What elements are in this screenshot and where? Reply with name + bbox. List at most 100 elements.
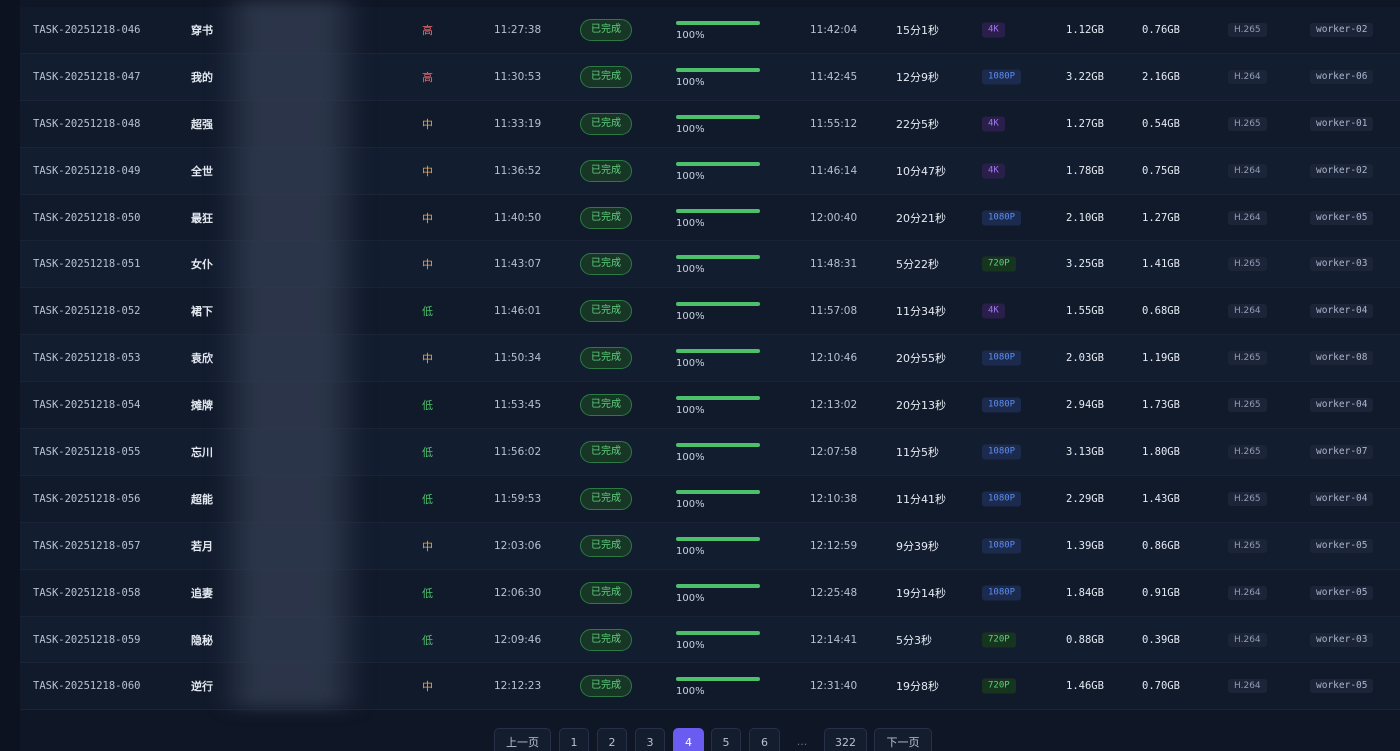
- source-size: 2.03GB: [1066, 352, 1104, 365]
- progress-percent: 100%: [676, 76, 705, 88]
- priority-label: 低: [422, 399, 433, 413]
- priority-label: 中: [422, 117, 433, 131]
- progress-fill: [676, 20, 760, 25]
- end-time: 12:14:41: [810, 633, 858, 646]
- progress-fill: [676, 349, 760, 354]
- duration: 5分22秒: [896, 258, 939, 272]
- priority-label: 低: [422, 633, 433, 647]
- priority-label: 高: [422, 23, 433, 37]
- page-button-322[interactable]: 322: [824, 728, 867, 751]
- progress-indicator: 100%: [676, 578, 762, 608]
- task-id: TASK-20251218-046: [33, 23, 141, 36]
- progress-track: [676, 67, 760, 72]
- progress-track: [676, 536, 760, 541]
- progress-percent: 100%: [676, 170, 705, 182]
- output-size: 1.43GB: [1142, 492, 1180, 505]
- source-size: 1.27GB: [1066, 117, 1104, 130]
- task-title: 超能: [191, 492, 213, 506]
- prev-page-button[interactable]: 上一页: [494, 728, 551, 751]
- source-size: 0.88GB: [1066, 633, 1104, 646]
- duration: 12分9秒: [896, 70, 939, 84]
- progress-percent: 100%: [676, 29, 705, 41]
- progress-indicator: 100%: [676, 249, 762, 279]
- progress-percent: 100%: [676, 498, 705, 510]
- start-time: 11:36:52: [494, 164, 542, 177]
- page-button-3[interactable]: 3: [635, 728, 665, 751]
- page-button-1[interactable]: 1: [559, 728, 589, 751]
- codec-badge: H.265: [1228, 22, 1267, 37]
- worker-badge: worker-03: [1310, 257, 1374, 272]
- progress-indicator: 100%: [676, 390, 762, 420]
- worker-badge: worker-04: [1310, 491, 1374, 506]
- status-badge: 已完成: [580, 18, 632, 41]
- progress-track: [676, 630, 760, 635]
- task-title: 逆行: [191, 680, 213, 694]
- codec-badge: H.265: [1228, 538, 1267, 553]
- priority-label: 中: [422, 164, 433, 178]
- task-title: 最狂: [191, 211, 213, 225]
- resolution-badge: 1080P: [982, 350, 1022, 366]
- resolution-badge: 4K: [982, 303, 1005, 319]
- task-title: 追妻: [191, 586, 213, 600]
- start-time: 11:59:53: [494, 492, 542, 505]
- end-time: 12:12:59: [810, 539, 858, 552]
- output-size: 0.68GB: [1142, 305, 1180, 318]
- progress-indicator: 100%: [676, 671, 762, 701]
- output-size: 0.70GB: [1142, 680, 1180, 693]
- codec-badge: H.265: [1228, 257, 1267, 272]
- codec-badge: H.265: [1228, 398, 1267, 413]
- source-size: 1.84GB: [1066, 586, 1104, 599]
- progress-fill: [676, 114, 760, 119]
- task-id: TASK-20251218-051: [33, 258, 141, 271]
- progress-fill: [676, 208, 760, 213]
- title-redaction-blur: [215, 0, 365, 708]
- codec-badge: H.265: [1228, 491, 1267, 506]
- status-badge: 已完成: [580, 112, 632, 135]
- task-title: 全世: [191, 164, 213, 178]
- task-id: TASK-20251218-058: [33, 586, 141, 599]
- progress-track: [676, 677, 760, 682]
- output-size: 2.16GB: [1142, 70, 1180, 83]
- worker-badge: worker-02: [1310, 163, 1374, 178]
- status-badge: 已完成: [580, 206, 632, 229]
- codec-badge: H.265: [1228, 351, 1267, 366]
- status-badge: 已完成: [580, 581, 632, 604]
- worker-badge: worker-04: [1310, 304, 1374, 319]
- duration: 11分34秒: [896, 305, 946, 319]
- output-size: 1.73GB: [1142, 399, 1180, 412]
- task-id: TASK-20251218-060: [33, 680, 141, 693]
- task-title: 忘川: [191, 445, 213, 459]
- source-size: 1.39GB: [1066, 539, 1104, 552]
- task-id: TASK-20251218-053: [33, 352, 141, 365]
- worker-badge: worker-07: [1310, 444, 1374, 459]
- page-button-2[interactable]: 2: [597, 728, 627, 751]
- next-page-button[interactable]: 下一页: [874, 728, 932, 751]
- progress-fill: [676, 583, 760, 588]
- output-size: 1.19GB: [1142, 352, 1180, 365]
- resolution-badge: 1080P: [982, 210, 1022, 225]
- status-badge: 已完成: [580, 65, 632, 88]
- page-button-4[interactable]: 4: [673, 728, 704, 751]
- progress-fill: [676, 67, 760, 72]
- resolution-badge: 720P: [982, 632, 1016, 648]
- end-time: 12:07:58: [810, 445, 858, 458]
- progress-fill: [676, 302, 760, 307]
- progress-track: [676, 583, 760, 588]
- status-badge: 已完成: [580, 159, 632, 182]
- resolution-badge: 720P: [982, 256, 1016, 272]
- progress-fill: [676, 396, 760, 401]
- resolution-badge: 1080P: [982, 491, 1022, 507]
- start-time: 11:56:02: [494, 445, 542, 458]
- status-badge: 已完成: [580, 628, 632, 651]
- task-title: 超强: [191, 117, 213, 131]
- page-button-5[interactable]: 5: [711, 728, 741, 751]
- task-id: TASK-20251218-056: [33, 492, 141, 505]
- progress-track: [676, 302, 760, 307]
- output-size: 0.75GB: [1142, 164, 1180, 177]
- priority-label: 中: [422, 680, 433, 694]
- progress-fill: [676, 161, 760, 166]
- task-id: TASK-20251218-049: [33, 164, 141, 177]
- progress-track: [676, 255, 760, 260]
- page-button-6[interactable]: 6: [749, 728, 780, 751]
- worker-badge: worker-02: [1310, 22, 1374, 37]
